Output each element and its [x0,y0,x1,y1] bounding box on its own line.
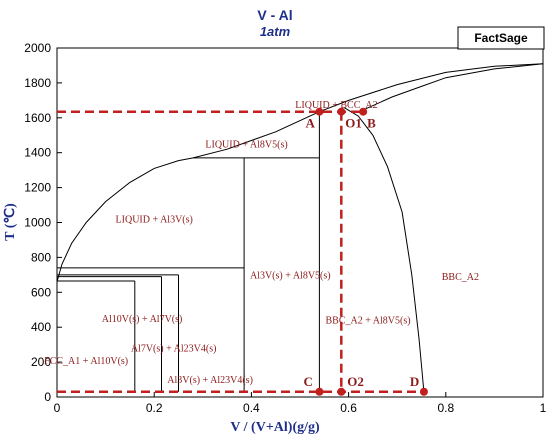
point-label: C [303,374,312,389]
liquidus-line [56,63,544,282]
y-tick-label: 400 [31,320,51,334]
y-tick-label: 1200 [24,181,51,195]
chart-title: V - Al [257,7,292,23]
solvus-line [343,106,425,392]
y-tick-label: 0 [44,390,51,404]
point-label: O2 [347,374,364,389]
point-marker [359,107,368,116]
axis-ticks: 0 0.2 0.4 0.6 0.8 1 0 200 400 600 800 1000 1200 1400 1… [24,41,546,415]
point-label: D [410,374,419,389]
x-axis-label: V / (V+Al)(g/g) [230,420,320,435]
y-tick-label: 200 [31,355,51,369]
region-label: BBC_A2 + Al8V5(s) [325,316,410,327]
point-marker [337,387,346,396]
y-tick-label: 600 [31,285,51,299]
point-label: B [367,116,376,131]
brand-box [457,26,545,50]
x-tick-label: 0 [54,401,61,415]
phase-boundaries [56,63,544,392]
y-tick-label: 800 [31,250,51,264]
guide-lines [57,110,424,394]
point-label: A [305,116,315,131]
region-label: LIQUID + BCC_A2 [295,100,377,111]
point-marker [315,107,324,116]
region-label: Al3V(s) + Al8V5(s) [250,270,331,281]
chart-subtitle: 1atm [260,24,291,39]
marked-points: A O1 B C O2 D [303,107,428,396]
solidus-line [362,63,544,111]
x-tick-label: 0.2 [146,401,163,415]
y-tick-label: 1400 [24,146,51,160]
y-tick-label: 1800 [24,76,51,90]
y-tick-label: 1600 [24,111,51,125]
point-marker [337,107,346,116]
point-label: O1 [345,116,362,131]
point-marker [419,387,428,396]
region-label: BBC_A2 [442,272,479,283]
y-tick-label: 2000 [24,41,51,55]
region-label: Al7V(s) + Al23V4(s) [131,344,217,355]
region-label: LIQUID + Al3V(s) [116,215,193,226]
region-label: Al10V(s) + Al7V(s) [102,314,183,325]
region-label: Al3V(s) + Al23V4(s) [167,375,253,386]
point-marker [315,387,324,396]
x-tick-label: 1 [540,401,547,415]
x-tick-label: 0.4 [243,401,260,415]
y-axis-label: T (℃) [3,203,18,241]
region-label: FCC_A1 + Al10V(s) [44,356,128,367]
x-tick-label: 0.8 [437,401,454,415]
brand-label: FactSage [474,31,528,45]
region-label: LIQUID + Al8V5(s) [205,139,287,150]
x-tick-label: 0.6 [340,401,357,415]
y-tick-label: 1000 [24,216,51,230]
region-labels: LIQUID + BCC_A2 LIQUID + Al8V5(s) LIQUID +… [44,100,479,386]
